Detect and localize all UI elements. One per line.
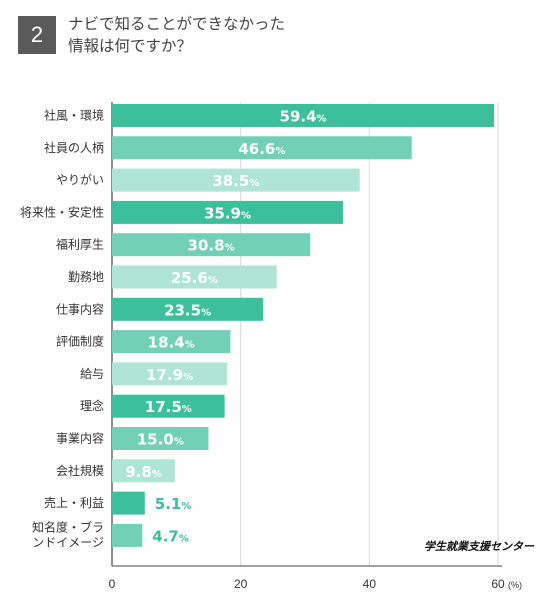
category-label: 将来性・安定性 [20,204,104,219]
question-number-badge: 2 [18,16,56,54]
title-line-1: ナビで知ることができなかった [68,15,286,33]
category-label: 知名度・ブランドイメージ [32,519,104,549]
value-label: 5.1% [155,495,192,513]
value-label: 9.8% [125,463,162,481]
value-label: 4.7% [152,527,189,545]
chart-title: ナビで知ることができなかった 情報は何ですか？ [68,13,285,57]
category-label: 社風・環境 [44,108,104,123]
x-unit-label: (%) [508,580,522,590]
category-label: 給与 [80,367,104,381]
value-label: 23.5% [164,301,211,319]
x-tick-label: 0 [109,577,116,591]
category-label: やりがい [56,172,104,187]
category-label: 福利厚生 [56,237,104,252]
bar [112,233,311,257]
bar [112,362,228,386]
bar [112,265,277,289]
bar [112,104,495,127]
category-label: 売上・利益 [44,495,104,510]
value-label: 46.6% [238,140,285,158]
bar [112,168,360,192]
value-label: 35.9% [204,204,251,222]
bar [112,394,225,418]
title-line-2: 情報は何ですか？ [68,37,193,55]
x-tick-label: 40 [363,577,377,591]
value-label: 59.4% [280,108,327,126]
category-label: 勤務地 [68,270,104,284]
x-tick-label: 60 [491,577,505,591]
category-label: 事業内容 [56,431,104,446]
category-label: 社員の人柄 [44,140,104,155]
category-label: 会社規模 [56,463,104,478]
bar [112,459,176,483]
bar [112,523,143,547]
value-label: 38.5% [212,172,259,190]
x-tick-label: 20 [234,577,248,591]
bar [112,136,412,160]
bar [112,200,343,224]
value-label: 17.5% [145,398,192,416]
bar [112,297,264,321]
value-label: 30.8% [188,237,235,255]
category-label: 理念 [80,398,104,413]
category-label: 評価制度 [56,334,104,349]
bar [112,330,231,354]
value-label: 18.4% [148,334,195,352]
bar [112,491,145,515]
value-label: 17.9% [146,366,193,384]
value-label: 15.0% [137,431,184,449]
bar [112,427,209,450]
source-credit: 学生就業支援センター [424,540,534,553]
category-label: 仕事内容 [56,301,104,316]
value-label: 25.6% [171,269,218,287]
